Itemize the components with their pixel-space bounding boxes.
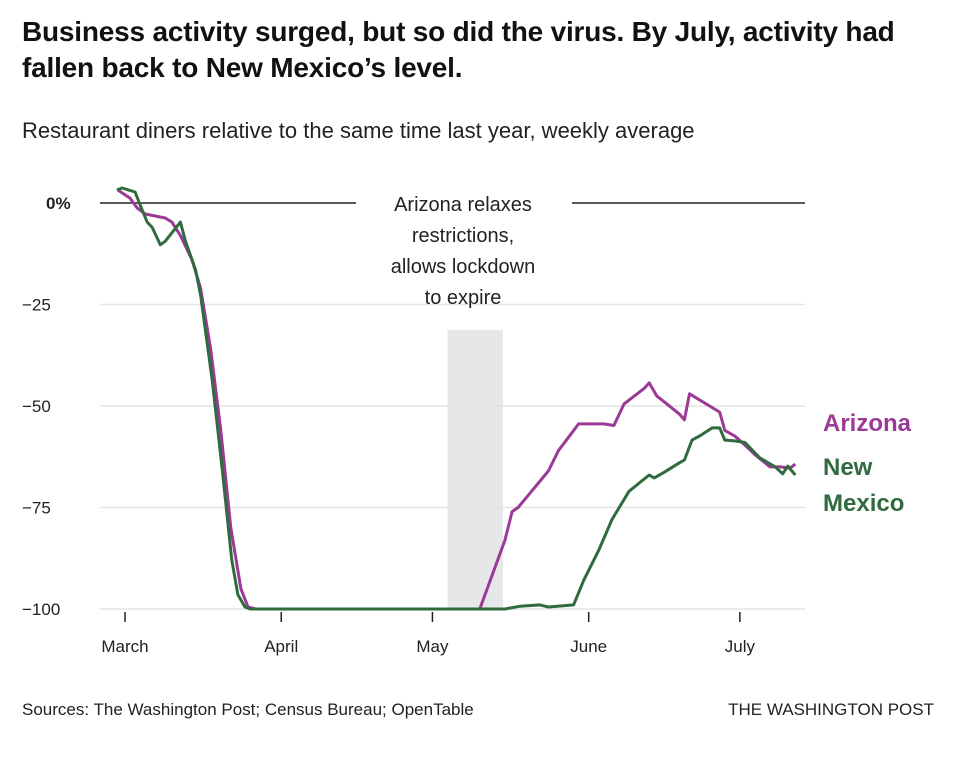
source-note: Sources: The Washington Post; Census Bur… [22, 700, 474, 719]
x-tick-label: April [264, 637, 298, 656]
y-tick-label: −50 [22, 397, 51, 416]
y-tick-label: −100 [22, 600, 60, 619]
line-chart: 0% −25 −50 −75 −100 March April May June July Ariz… [22, 186, 912, 656]
annotation-text: restrictions, [412, 225, 514, 247]
legend-label: Arizona [823, 410, 912, 437]
y-tick-label: 0% [46, 194, 71, 213]
annotation-shade [447, 330, 503, 609]
legend-label: New [823, 454, 873, 481]
y-tick-label: −75 [22, 499, 51, 518]
chart-subtitle: Restaurant diners relative to the same t… [22, 118, 695, 143]
annotation-text: to expire [425, 287, 502, 309]
x-tick-label: July [725, 637, 756, 656]
series-line-new-mexico [116, 186, 797, 611]
y-tick-label: −25 [22, 296, 51, 315]
x-tick-label: May [416, 637, 449, 656]
x-tick-label: March [101, 637, 148, 656]
annotation-text: Arizona relaxes [394, 194, 532, 216]
chart-title: Business activity surged, but so did the… [22, 16, 895, 83]
credit: THE WASHINGTON POST [728, 700, 934, 719]
x-tick-label: June [570, 637, 607, 656]
legend-label: Mexico [823, 490, 904, 517]
annotation-text: allows lockdown [391, 256, 536, 278]
